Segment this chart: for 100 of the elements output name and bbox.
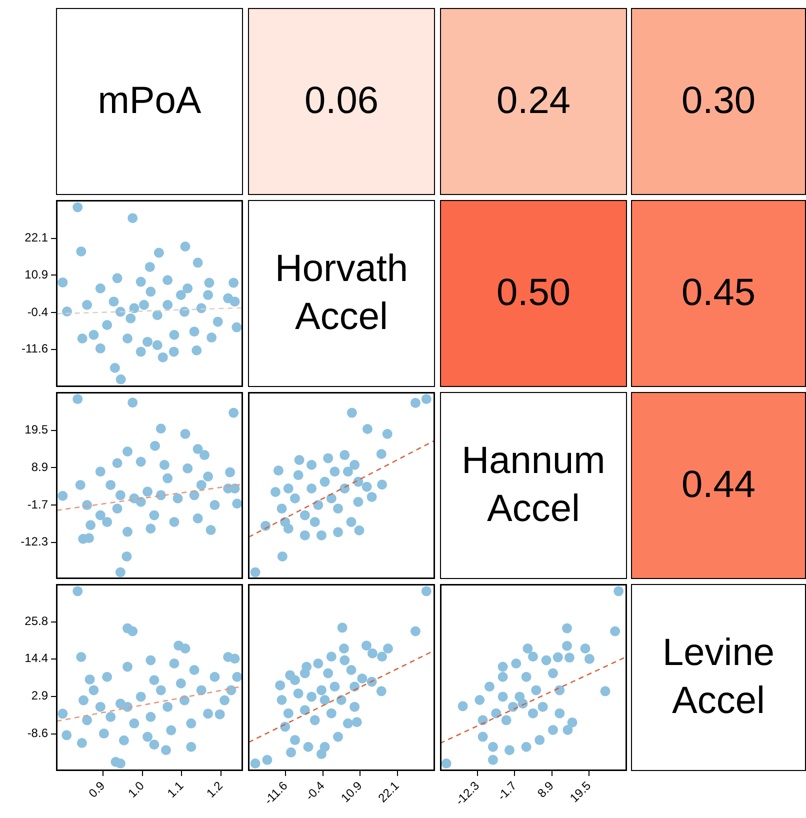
point — [169, 516, 180, 527]
point — [95, 510, 106, 520]
point — [112, 504, 122, 514]
point — [498, 692, 508, 702]
point — [504, 745, 514, 756]
point — [333, 527, 344, 538]
y-tick-label: -0.4 — [27, 304, 48, 319]
point — [95, 466, 106, 477]
text: 0.06 — [304, 80, 378, 123]
point — [320, 476, 330, 487]
point — [310, 715, 320, 726]
point — [232, 322, 242, 332]
point — [376, 448, 386, 459]
x-tick-label: 1.0 — [125, 778, 148, 800]
point — [564, 652, 574, 663]
point — [162, 300, 173, 310]
point — [206, 525, 216, 536]
point — [136, 692, 146, 702]
point — [152, 310, 162, 320]
point — [228, 408, 239, 418]
point — [149, 675, 160, 686]
point — [275, 680, 286, 690]
point — [333, 732, 344, 742]
point — [421, 394, 432, 404]
point — [300, 530, 310, 540]
text: 0.45 — [682, 272, 756, 315]
point — [102, 320, 112, 330]
point — [128, 213, 138, 224]
point — [316, 685, 326, 696]
point — [354, 525, 364, 536]
point — [232, 672, 242, 682]
point — [270, 487, 280, 498]
x-tick-label: -1.7 — [494, 778, 520, 804]
point — [78, 695, 88, 706]
point — [122, 526, 132, 537]
point — [186, 718, 196, 728]
point — [277, 551, 288, 562]
point — [169, 658, 180, 668]
point — [306, 692, 317, 702]
point — [214, 709, 225, 720]
point — [180, 644, 190, 654]
point — [72, 586, 83, 596]
point — [508, 702, 518, 712]
point — [212, 316, 223, 327]
point — [346, 408, 357, 418]
point — [614, 586, 624, 596]
point — [162, 275, 173, 286]
point — [286, 747, 296, 758]
point — [306, 460, 317, 470]
point — [82, 500, 92, 510]
point — [303, 742, 314, 752]
point — [58, 490, 68, 501]
point — [139, 300, 149, 310]
point — [410, 398, 420, 408]
point — [84, 533, 94, 544]
point — [203, 290, 214, 300]
point — [136, 496, 146, 507]
point — [162, 702, 173, 712]
point — [488, 742, 498, 752]
point — [340, 655, 350, 666]
point — [488, 754, 498, 765]
point — [225, 467, 236, 478]
point — [58, 708, 68, 719]
point — [62, 306, 72, 316]
y-tick-label: -11.6 — [22, 342, 48, 356]
point — [300, 705, 310, 716]
point — [102, 516, 112, 527]
point — [280, 516, 290, 527]
point — [410, 626, 420, 636]
point — [610, 626, 620, 636]
point — [95, 702, 106, 712]
point — [293, 688, 304, 698]
point — [320, 694, 330, 705]
point — [118, 735, 129, 746]
point — [260, 520, 271, 531]
point — [196, 480, 206, 490]
point — [474, 694, 485, 705]
point — [310, 516, 320, 527]
point — [108, 296, 119, 307]
point — [541, 655, 552, 666]
point — [366, 492, 377, 502]
point — [192, 513, 203, 524]
point — [230, 296, 240, 307]
point — [323, 453, 334, 464]
text: 0.24 — [496, 80, 570, 123]
point — [72, 202, 83, 212]
point — [283, 483, 294, 494]
point — [166, 725, 176, 736]
point — [362, 424, 372, 434]
point — [176, 678, 186, 688]
point — [146, 524, 156, 534]
point — [106, 712, 116, 722]
point — [172, 493, 183, 504]
point — [146, 286, 156, 297]
point — [336, 694, 346, 705]
point — [76, 652, 86, 662]
point — [203, 472, 214, 482]
point — [154, 248, 164, 258]
point — [361, 640, 372, 651]
point — [86, 520, 96, 530]
